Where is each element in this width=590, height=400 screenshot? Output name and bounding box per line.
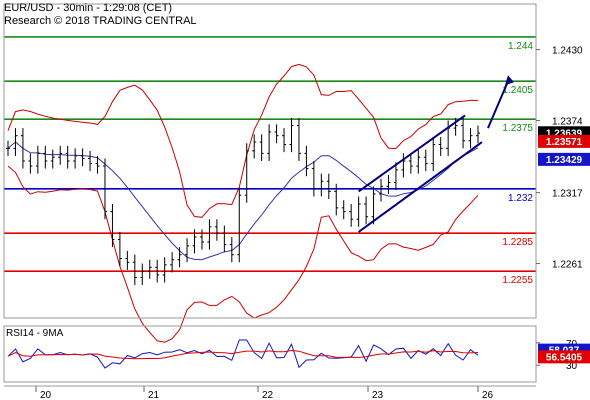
moving-average-line <box>7 141 479 261</box>
level-label-4: 1.2285 <box>502 237 533 248</box>
price-badge-label-2: 1.23429 <box>546 155 583 166</box>
time-tick-label: 26 <box>482 390 494 400</box>
price-badge-2 <box>538 152 590 166</box>
rsi-badge-1 <box>538 350 590 364</box>
channel-lower-line <box>358 141 483 233</box>
level-label-2: 1.2375 <box>502 123 533 134</box>
copyright-line: Research © 2018 TRADING CENTRAL <box>4 15 197 27</box>
level-label-0: 1.244 <box>508 41 533 52</box>
level-label-1: 1.2405 <box>502 85 533 96</box>
rsi-badge-label-1: 56.5405 <box>546 352 583 363</box>
level-label-3: 1.232 <box>508 193 533 204</box>
price-tick-label: 1.2261 <box>552 260 583 271</box>
instrument-title: EUR/USD - 30min - 1:29:08 (CET) <box>4 2 173 14</box>
time-tick-label: 22 <box>262 390 274 400</box>
price-badge-1 <box>538 134 590 148</box>
time-tick-label: 21 <box>148 390 160 400</box>
price-tick-label: 1.2317 <box>552 189 583 200</box>
target-arrow-shaft <box>487 80 509 129</box>
rsi-line <box>7 339 479 369</box>
rsi-title: RSI14 - 9MA <box>6 328 64 339</box>
target-arrow-head <box>505 75 514 86</box>
price-panel-frame <box>3 3 537 319</box>
rsi-ma-line <box>7 349 479 360</box>
rsi-tick-label: 30 <box>566 361 578 372</box>
price-tick-label: 1.2374 <box>552 116 583 127</box>
level-label-5: 1.2255 <box>502 275 533 286</box>
rsi-panel-frame <box>3 325 537 383</box>
price-badge-label-0: 1.23639 <box>546 128 583 139</box>
channel-upper-line <box>358 114 466 193</box>
lower-band-line <box>7 165 479 343</box>
price-badge-label-1: 1.23571 <box>546 137 583 148</box>
time-tick-label: 23 <box>372 390 384 400</box>
chart-header: EUR/USD - 30min - 1:29:08 (CET) Research… <box>4 2 197 28</box>
upper-band-line <box>7 63 478 218</box>
price-tick-label: 1.2430 <box>552 46 583 57</box>
time-tick-label: 20 <box>40 390 52 400</box>
